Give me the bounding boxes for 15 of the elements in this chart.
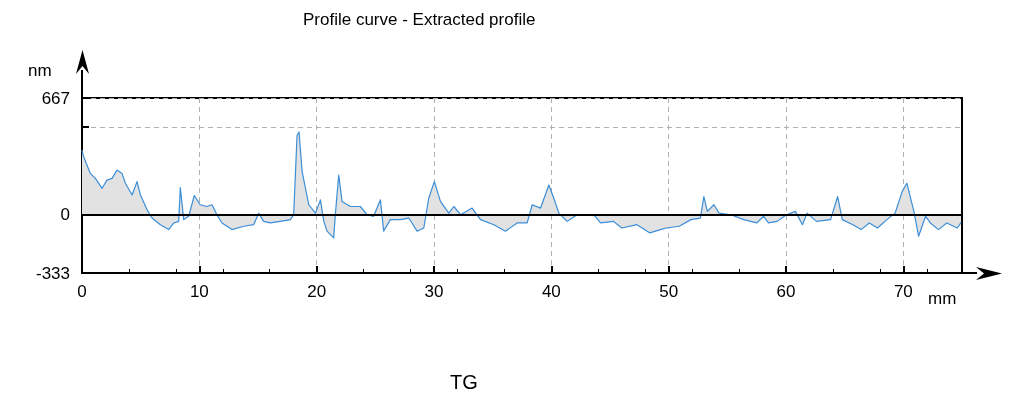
y-tick-label: 0	[60, 205, 70, 225]
x-tick-label: 50	[659, 282, 679, 301]
y-tick-label: -333	[35, 263, 70, 283]
x-tick-label: 10	[189, 282, 209, 301]
y-tick-label: 667	[41, 88, 70, 108]
y-axis-title: nm	[28, 61, 52, 80]
x-tick-label: 60	[776, 282, 796, 301]
x-tick-label: 20	[307, 282, 327, 301]
x-tick-label: 30	[424, 282, 444, 301]
text: TG	[450, 371, 478, 393]
chart-title: Profile curve - Extracted profile	[303, 10, 536, 29]
x-tick-label: 0	[77, 282, 87, 301]
x-tick-label: 40	[541, 282, 561, 301]
x-axis-title: mm	[928, 289, 957, 308]
x-tick-label: 70	[893, 282, 913, 301]
